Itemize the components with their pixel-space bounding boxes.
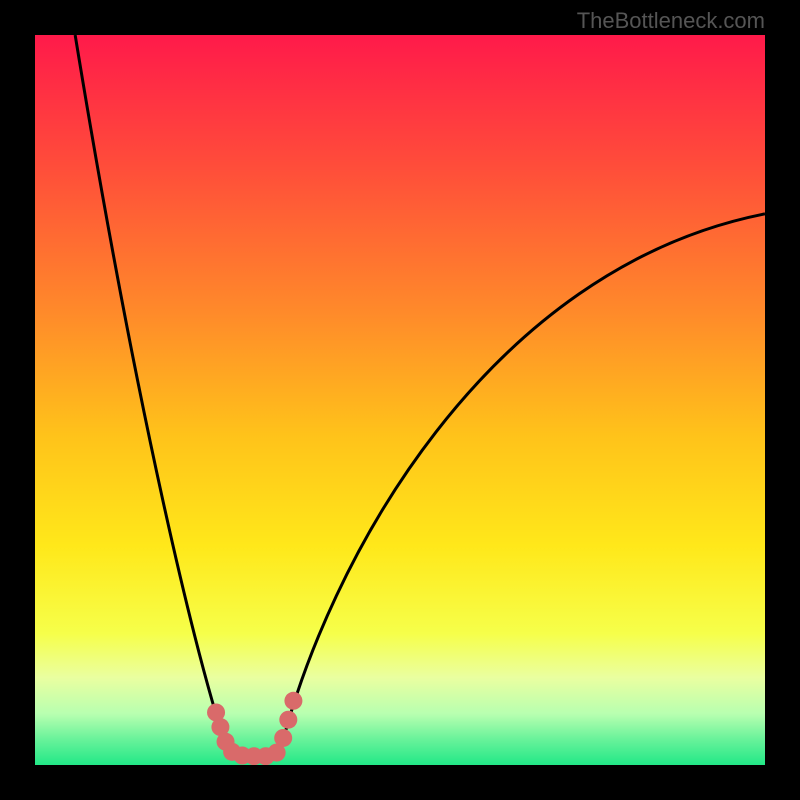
valley-marker xyxy=(279,711,297,729)
valley-marker xyxy=(284,692,302,710)
watermark-text: TheBottleneck.com xyxy=(577,8,765,34)
bottleneck-curve xyxy=(75,35,765,754)
plot-area xyxy=(35,35,765,765)
valley-marker xyxy=(274,729,292,747)
curve-svg xyxy=(35,35,765,765)
chart-container: TheBottleneck.com xyxy=(0,0,800,800)
